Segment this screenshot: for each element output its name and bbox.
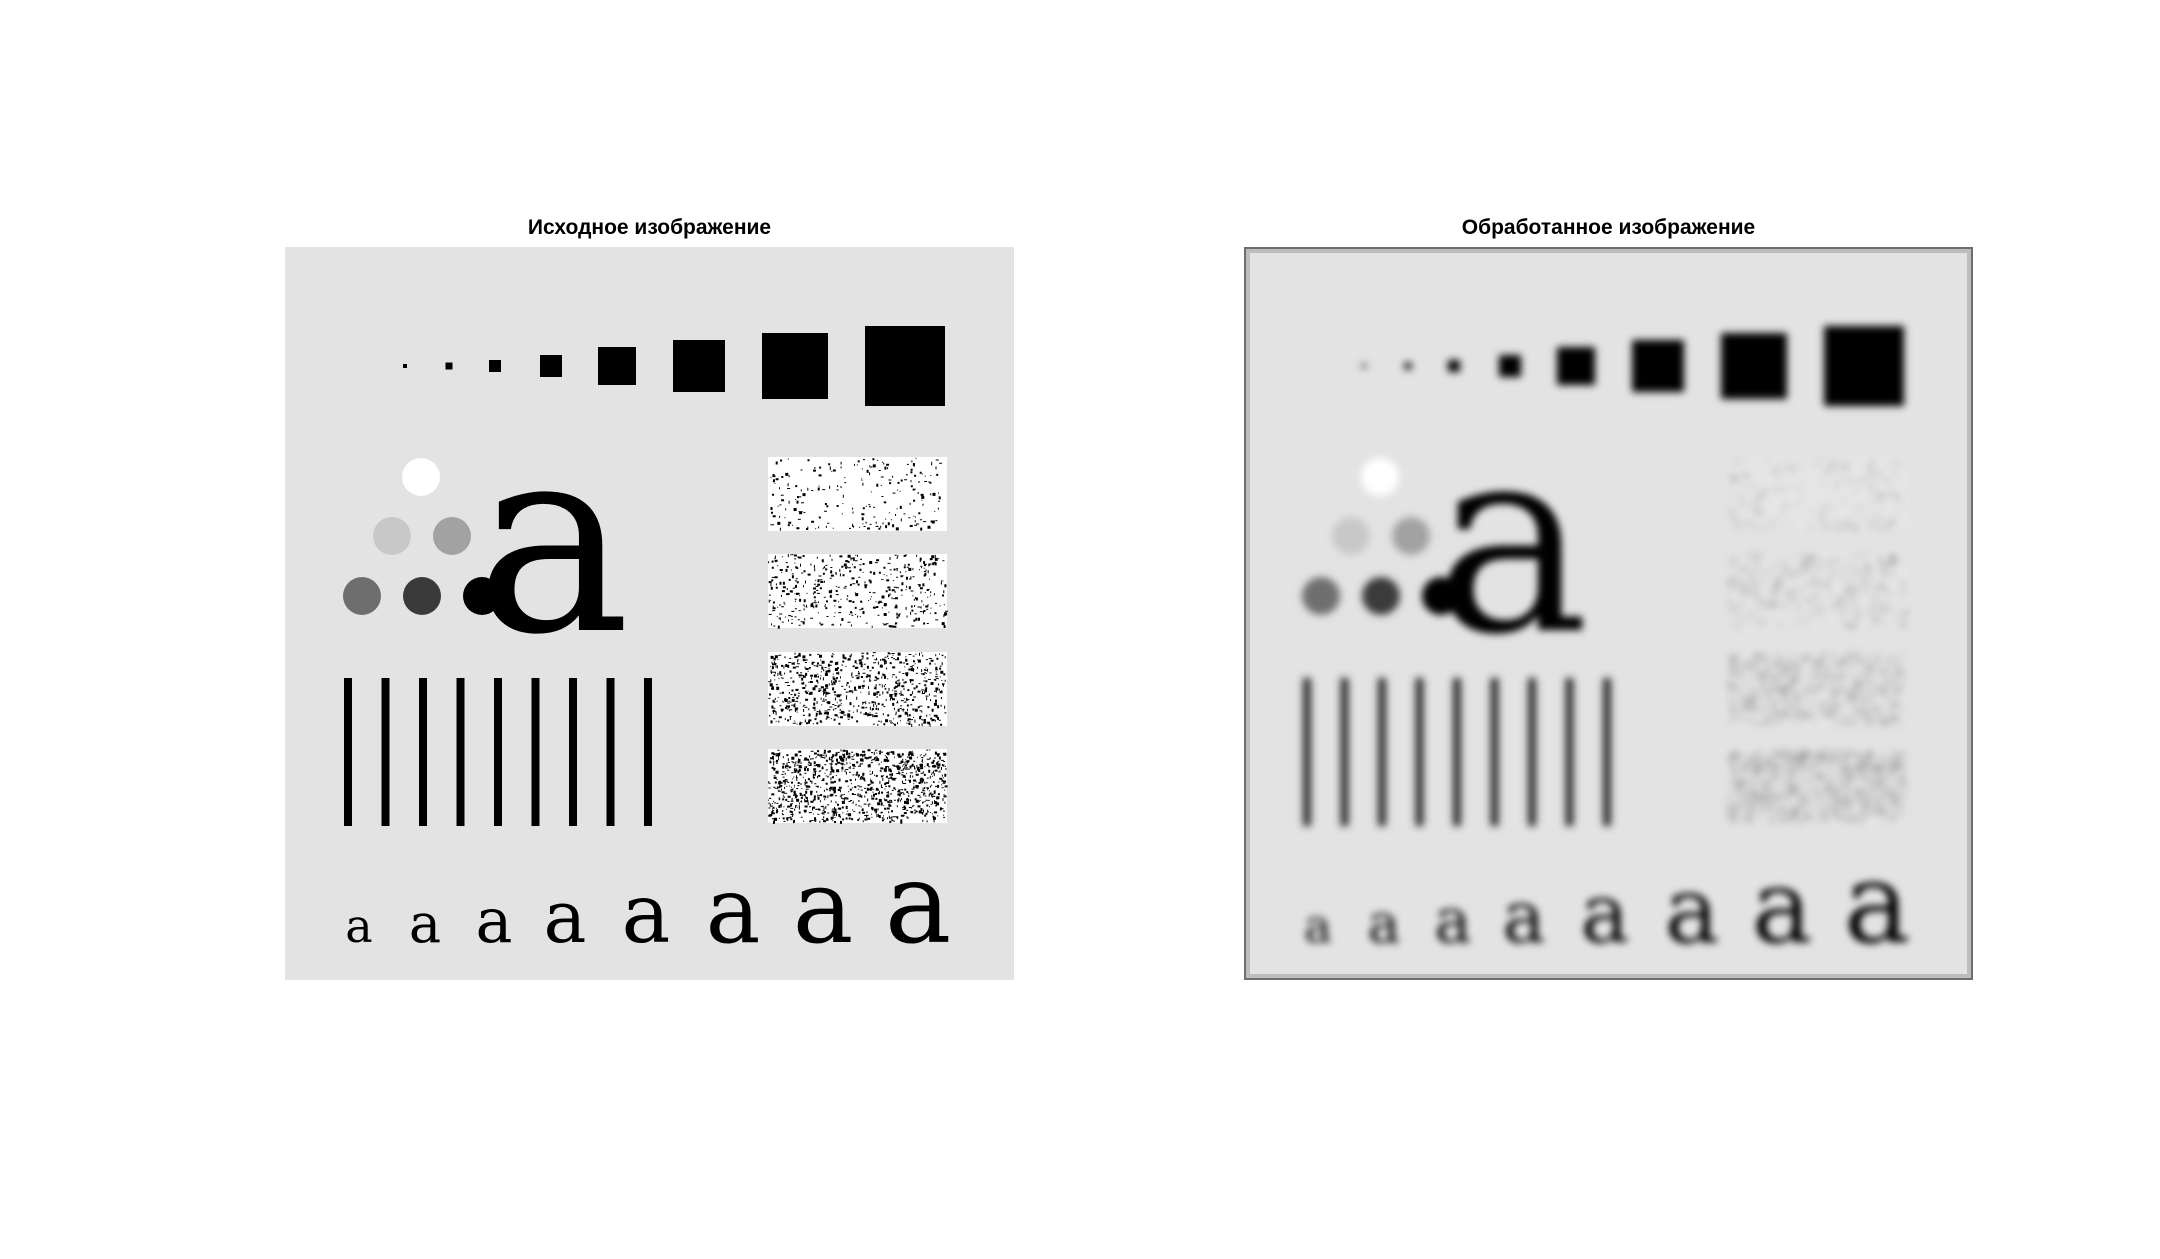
vertical-bar bbox=[419, 678, 427, 826]
blur-edge-border bbox=[1244, 247, 1973, 980]
processed-image: aa a a a a a a a bbox=[1244, 247, 1973, 980]
noise-patch bbox=[1727, 457, 1906, 531]
test-square bbox=[762, 333, 828, 399]
small-letter: a bbox=[706, 857, 761, 964]
small-letter: a bbox=[544, 875, 587, 959]
test-square bbox=[1404, 362, 1412, 370]
test-square bbox=[540, 355, 562, 377]
test-square bbox=[1557, 347, 1595, 385]
small-letter: a bbox=[1368, 892, 1400, 955]
test-square bbox=[1499, 355, 1521, 377]
noise-patch bbox=[768, 457, 947, 531]
vertical-bar bbox=[1565, 678, 1574, 826]
small-letter: a bbox=[622, 867, 671, 962]
small-letter: a bbox=[793, 848, 854, 967]
test-square bbox=[403, 364, 407, 368]
vertical-bar bbox=[381, 678, 390, 826]
blur-edge-shade bbox=[1246, 249, 1971, 978]
noise-patch bbox=[768, 554, 948, 629]
gray-circle bbox=[1392, 517, 1430, 555]
test-square bbox=[598, 347, 636, 385]
pattern-group: aa a a a a a a a bbox=[1302, 326, 1910, 969]
vertical-bar bbox=[456, 678, 465, 826]
large-letter: a bbox=[475, 390, 630, 692]
small-letter: a bbox=[1752, 848, 1813, 967]
vertical-bar bbox=[569, 678, 577, 826]
noise-patch bbox=[1727, 749, 1907, 824]
gray-circle bbox=[403, 577, 441, 615]
test-square bbox=[1448, 360, 1460, 372]
gray-circle bbox=[1362, 577, 1400, 615]
small-letter: a bbox=[1581, 867, 1630, 962]
gray-circle bbox=[433, 517, 471, 555]
vertical-bar bbox=[1603, 678, 1611, 826]
panel-title-processed: Обработанное изображение bbox=[1461, 216, 1756, 239]
noise-patch bbox=[1727, 554, 1907, 629]
gray-circle bbox=[1422, 577, 1460, 615]
gray-circle bbox=[1361, 458, 1399, 496]
vertical-bar bbox=[531, 678, 540, 826]
vertical-bar bbox=[1415, 678, 1424, 826]
vertical-bar bbox=[1490, 678, 1499, 826]
original-image: aa a a a a a a a bbox=[285, 247, 1014, 980]
vertical-bar bbox=[494, 678, 502, 826]
test-square bbox=[1362, 364, 1366, 368]
pattern-group: aa a a a a a a a bbox=[343, 326, 951, 969]
vertical-bar bbox=[644, 678, 652, 826]
test-square bbox=[1721, 333, 1787, 399]
gray-circle bbox=[402, 458, 440, 496]
small-letter: a bbox=[1844, 839, 1911, 969]
gray-circle bbox=[343, 577, 381, 615]
gray-circle bbox=[1302, 577, 1340, 615]
test-square bbox=[1824, 326, 1904, 406]
large-letter: a bbox=[1434, 390, 1589, 692]
test-square bbox=[489, 360, 501, 372]
vertical-bar bbox=[1303, 678, 1311, 826]
small-letter: a bbox=[1665, 857, 1720, 964]
vertical-bar bbox=[1378, 678, 1386, 826]
vertical-bar bbox=[344, 678, 352, 826]
vertical-bar bbox=[1453, 678, 1461, 826]
small-letter: a bbox=[1503, 875, 1546, 959]
panel-title-original: Исходное изображение bbox=[527, 216, 772, 239]
small-letter: a bbox=[1304, 899, 1331, 953]
vertical-bar bbox=[1340, 678, 1349, 826]
small-letter: a bbox=[345, 899, 372, 953]
test-square bbox=[865, 326, 945, 406]
noise-patch bbox=[768, 749, 948, 824]
gray-circle bbox=[1332, 517, 1370, 555]
small-letter: a bbox=[1435, 884, 1472, 957]
vertical-bar bbox=[1528, 678, 1536, 826]
test-square bbox=[673, 340, 725, 392]
vertical-bar bbox=[606, 678, 615, 826]
test-square bbox=[1632, 340, 1684, 392]
test-square bbox=[445, 362, 453, 370]
small-letter: a bbox=[476, 884, 513, 957]
gray-circle bbox=[373, 517, 411, 555]
noise-patch bbox=[768, 652, 947, 727]
gray-circle bbox=[463, 577, 501, 615]
small-letter: a bbox=[885, 839, 952, 969]
noise-patch bbox=[1727, 652, 1906, 727]
small-letter: a bbox=[409, 892, 441, 955]
